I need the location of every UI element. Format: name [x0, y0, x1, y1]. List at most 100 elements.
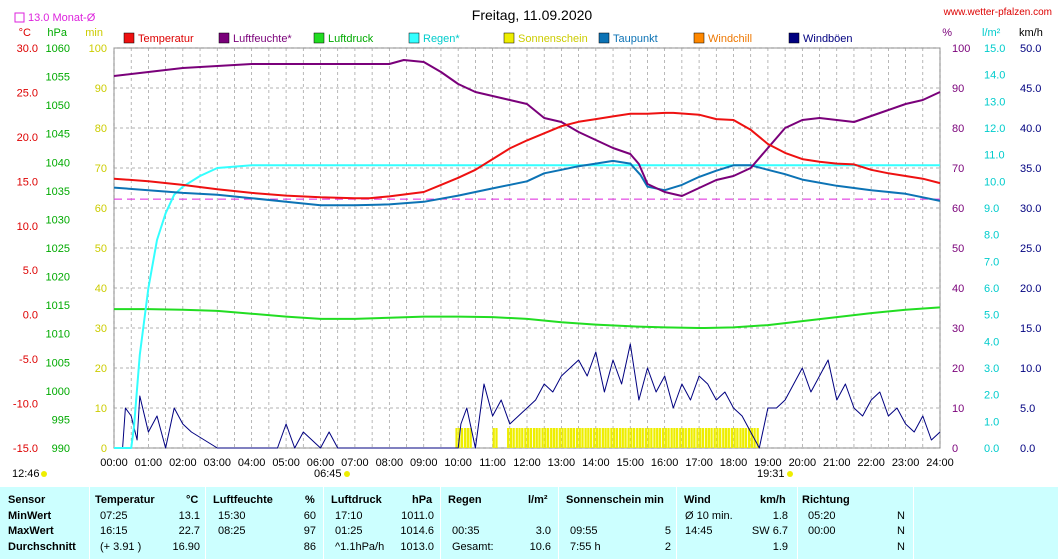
table-cell-wind-value: SW 6.7: [751, 525, 788, 537]
table-cell-sunshine-value: 5: [664, 525, 671, 537]
tick-label-pressure: 1025: [46, 243, 70, 255]
x-tick-label: 20:00: [789, 457, 817, 469]
sunshine-bar: [633, 428, 636, 448]
tick-label-pressure: 1020: [46, 272, 70, 284]
sunset-time: 19:31: [757, 468, 785, 480]
x-tick-label: 11:00: [479, 457, 506, 469]
table-cell-rain-value: 3.0: [535, 525, 551, 537]
row-label: MinWert: [8, 510, 52, 522]
x-tick-label: 08:00: [376, 457, 404, 469]
tick-label-pressure: 995: [52, 414, 70, 426]
tick-label-pressure: 1030: [46, 214, 70, 226]
row-label: MaxWert: [8, 525, 54, 537]
table-cell-direction-time: 00:00: [808, 525, 836, 537]
tick-label-temp: -15.0: [13, 443, 38, 455]
sunshine-bar: [627, 428, 630, 448]
x-tick-label: 03:00: [203, 457, 231, 469]
sunrise-dot: [41, 471, 47, 477]
tick-label-temp: 20.0: [17, 132, 38, 144]
x-tick-label: 24:00: [926, 457, 954, 469]
table-header: Sensor: [8, 494, 46, 506]
x-tick-label: 01:00: [135, 457, 163, 469]
sunshine-bar: [564, 428, 567, 448]
sunshine-bar: [670, 428, 673, 448]
table-cell-sunshine-time: 09:55: [570, 525, 598, 537]
sunshine-bar: [684, 428, 687, 448]
sunshine-bar: [529, 428, 533, 448]
sunshine-bar: [724, 428, 728, 448]
sunshine-bar: [541, 428, 544, 448]
table-header: %: [305, 494, 315, 506]
table-cell-sunshine-time: 7:55 h: [570, 541, 601, 553]
sunshine-bar: [495, 428, 498, 448]
sunshine-bar: [589, 428, 593, 448]
legend-swatch: [408, 32, 420, 44]
tick-label-temp: 0.0: [23, 310, 38, 322]
axis-unit-temp: °C: [19, 27, 31, 39]
tick-label-pressure: 1050: [46, 100, 70, 112]
tick-label-minutes: 0: [101, 443, 107, 455]
table-column-divider: [323, 487, 324, 559]
tick-label-minutes: 90: [95, 83, 107, 95]
table-cell-temperature-value: 13.1: [178, 510, 200, 522]
sunshine-bar: [707, 428, 710, 448]
table-cell-pressure-time: ^1.1hPa/h: [335, 541, 385, 553]
sunshine-bar: [621, 428, 624, 448]
tick-label-pressure: 1015: [46, 300, 70, 312]
axis-unit-minutes: min: [85, 27, 103, 39]
table-cell-rain-time: 00:35: [452, 525, 480, 537]
table-cell-temperature-value: 22.7: [178, 525, 200, 537]
sunshine-bar: [710, 428, 713, 448]
sunshine-bar: [561, 428, 564, 448]
legend-item: Regen*: [423, 33, 460, 45]
sunshine-bar: [507, 428, 510, 448]
tick-label-rain: 2.0: [984, 390, 999, 402]
tick-label-wind: 35.0: [1020, 163, 1041, 175]
legend-item: Luftfeuchte*: [233, 33, 292, 45]
table-cell-temperature-time: 07:25: [100, 510, 128, 522]
table-column-divider: [558, 487, 559, 559]
sunrise-marker-time: 06:45: [314, 468, 342, 480]
legend-item: Temperatur: [138, 33, 194, 45]
tick-label-rain: 9.0: [984, 203, 999, 215]
series-line-taupunkt: [113, 159, 941, 207]
sunshine-bar: [690, 428, 693, 448]
sunshine-bar: [730, 428, 734, 448]
tick-label-wind: 5.0: [1020, 403, 1035, 415]
legend-swatch: [598, 32, 610, 44]
tick-label-minutes: 10: [95, 403, 107, 415]
table-header: Luftdruck: [331, 494, 382, 506]
legend-swatch: [313, 32, 325, 44]
sunshine-bar: [713, 428, 716, 448]
table-cell-direction-time: 05:20: [808, 510, 836, 522]
weather-chart: 30.0 25.0 20.0 15.0 10.0 5.0 0.0 -5.0 -10.0 -15.0…: [12, 7, 1052, 480]
sunshine-bar: [538, 428, 541, 448]
series-line-luftfeuchte: [113, 59, 941, 197]
tick-label-minutes: 40: [95, 283, 107, 295]
tick-label-humidity: 80: [952, 123, 964, 135]
tick-label-rain: 11.0: [984, 150, 1005, 162]
table-header: Wind: [684, 494, 711, 506]
row-label: Durchschnitt: [8, 541, 76, 553]
sunshine-bar: [469, 428, 472, 448]
table-header: Luftfeuchte: [213, 494, 273, 506]
x-tick-label: 15:00: [616, 457, 644, 469]
tick-label-pressure: 1060: [46, 43, 70, 55]
sunshine-bar: [744, 428, 748, 448]
chart-text: Freitag, 11.09.2020 www.wetter-pfalzen.co…: [12, 7, 1052, 480]
tick-label-minutes: 30: [95, 323, 107, 335]
sunshine-bar: [704, 428, 708, 448]
sunshine-bar: [524, 428, 527, 448]
sunshine-bar: [546, 428, 550, 448]
sunshine-bar: [653, 428, 656, 448]
sunshine-bar: [575, 428, 579, 448]
sunshine-bar: [607, 428, 610, 448]
sunshine-bar: [753, 428, 756, 448]
table-cell-wind-value: 1.8: [772, 510, 788, 522]
sunshine-bar: [641, 428, 644, 448]
tick-label-rain: 14.0: [984, 70, 1005, 82]
sunshine-bar: [527, 428, 530, 448]
legend-swatch: [693, 32, 705, 44]
chart-title: Freitag, 11.09.2020: [472, 7, 593, 23]
table-cell-pressure-time: 17:10: [335, 510, 363, 522]
